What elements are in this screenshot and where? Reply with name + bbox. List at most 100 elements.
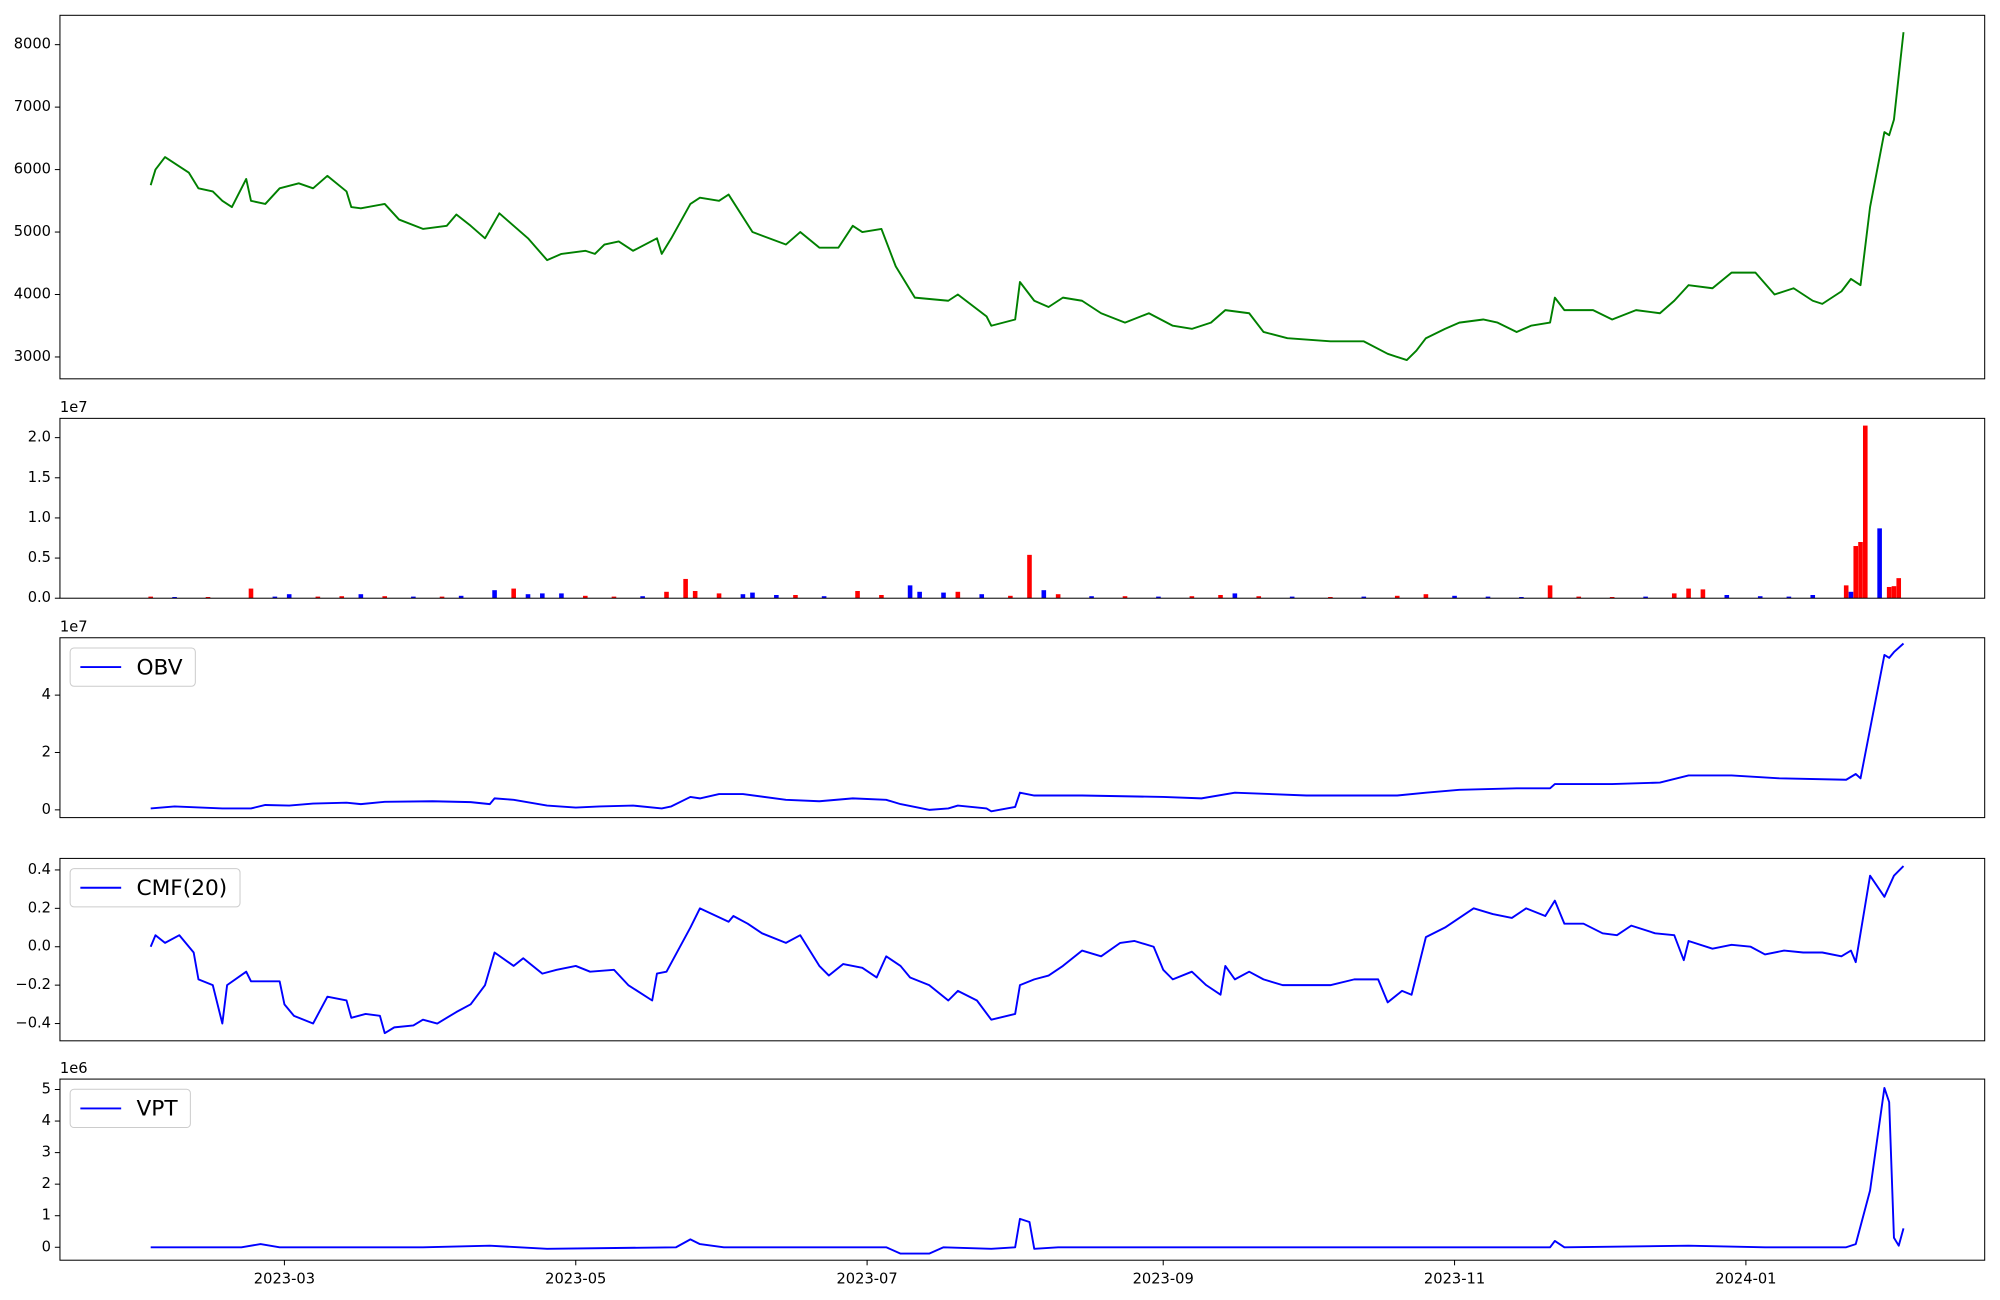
y-tick-label: 7000 xyxy=(14,98,51,115)
axes-frame xyxy=(59,637,1986,819)
bar xyxy=(511,588,516,599)
y-tick-label: −0.4 xyxy=(15,1015,51,1032)
bar xyxy=(1843,585,1849,599)
bar xyxy=(1519,597,1524,599)
x-tick-label: 2023-03 xyxy=(254,1270,315,1287)
x-tick-label: 2023-11 xyxy=(1424,1270,1485,1287)
bar xyxy=(286,594,292,599)
bar xyxy=(1576,596,1582,599)
bar xyxy=(358,594,364,599)
bar xyxy=(1218,595,1223,599)
bar xyxy=(1810,595,1816,599)
y-tick-label: 0 xyxy=(42,801,51,818)
bar xyxy=(411,596,416,599)
legend-label: VPT xyxy=(136,1097,178,1122)
bar xyxy=(492,590,497,599)
bar xyxy=(382,596,388,599)
axis-offset-label: 1e6 xyxy=(60,1060,88,1077)
bar xyxy=(1156,596,1161,599)
bar xyxy=(1891,586,1897,599)
bar xyxy=(1786,596,1792,599)
line xyxy=(150,642,1905,813)
bar xyxy=(1122,596,1128,599)
panel: −0.4 −0.2 0.0 0.2 0.4 CMF(20) xyxy=(15,857,1986,1042)
bar xyxy=(458,595,464,599)
y-tick-label: 1.5 xyxy=(28,469,51,486)
bar xyxy=(1394,595,1400,599)
y-tick-label: 2.0 xyxy=(28,429,51,446)
y-tick-label: 0.4 xyxy=(28,861,51,878)
bar xyxy=(1853,546,1859,599)
y-tick-label: 4 xyxy=(42,1112,51,1129)
bar xyxy=(248,588,254,599)
bar xyxy=(640,596,645,599)
x-tick-label: 2024-01 xyxy=(1715,1270,1776,1287)
line xyxy=(149,865,1905,1035)
bar xyxy=(1757,596,1763,599)
bar xyxy=(1671,593,1677,599)
bar xyxy=(774,595,779,599)
bar xyxy=(1886,586,1892,599)
bar xyxy=(955,591,961,599)
bar xyxy=(855,590,860,599)
bar xyxy=(1896,578,1902,599)
y-tick-label: 2 xyxy=(42,743,51,760)
bar xyxy=(559,593,564,599)
bar xyxy=(1547,585,1553,599)
bar xyxy=(1328,597,1333,599)
bar xyxy=(979,594,985,599)
bar xyxy=(740,594,746,599)
bar xyxy=(339,596,345,599)
bar xyxy=(1189,596,1195,599)
bar xyxy=(1848,591,1854,599)
bar xyxy=(1008,595,1013,599)
axes-frame xyxy=(59,1078,1986,1261)
x-tick-label: 2023-09 xyxy=(1133,1270,1194,1287)
y-tick-label: 0.0 xyxy=(28,589,51,606)
bar xyxy=(1041,590,1047,599)
bar xyxy=(1877,528,1882,599)
panel: 0 1 2 3 4 5 1e6 2023-03 2023-05 2023-07 2023-09 202… xyxy=(42,1060,1986,1287)
panel: 0.0 0.5 1.0 1.5 2.0 1e7 xyxy=(28,399,1986,606)
bar xyxy=(148,596,153,599)
bar xyxy=(439,596,445,599)
bar xyxy=(1361,596,1367,599)
legend-label: OBV xyxy=(136,655,182,680)
bar xyxy=(907,585,913,599)
bar xyxy=(1089,596,1094,599)
bar xyxy=(1724,595,1730,599)
bar xyxy=(1862,425,1868,599)
bar xyxy=(941,592,946,599)
y-tick-label: 4000 xyxy=(14,286,51,303)
bar xyxy=(1485,596,1491,599)
bar xyxy=(172,597,177,599)
bar xyxy=(1858,542,1863,599)
bar xyxy=(205,597,211,599)
bar xyxy=(692,590,698,599)
axes-frame xyxy=(59,14,1986,380)
x-tick-label: 2023-07 xyxy=(836,1270,897,1287)
bar xyxy=(315,596,321,599)
y-tick-label: 8000 xyxy=(14,36,51,53)
bar xyxy=(272,596,278,599)
bar xyxy=(821,596,827,599)
bar xyxy=(583,595,588,599)
bar xyxy=(1256,596,1262,599)
y-tick-label: 6000 xyxy=(14,161,51,178)
line xyxy=(150,1086,1905,1255)
y-tick-label: 0.2 xyxy=(28,899,51,916)
bar xyxy=(750,592,755,599)
bar xyxy=(1643,596,1648,599)
bar xyxy=(793,595,798,599)
legend-box xyxy=(69,1088,191,1129)
bar xyxy=(1452,595,1457,599)
bar xyxy=(525,594,531,599)
bar xyxy=(611,596,617,599)
bar xyxy=(1609,597,1615,599)
bar xyxy=(1686,588,1691,599)
axis-offset-label: 1e7 xyxy=(60,619,88,636)
bar xyxy=(1423,594,1429,599)
bar xyxy=(664,591,669,599)
panel: 3000 4000 5000 6000 7000 8000 xyxy=(14,14,1986,380)
